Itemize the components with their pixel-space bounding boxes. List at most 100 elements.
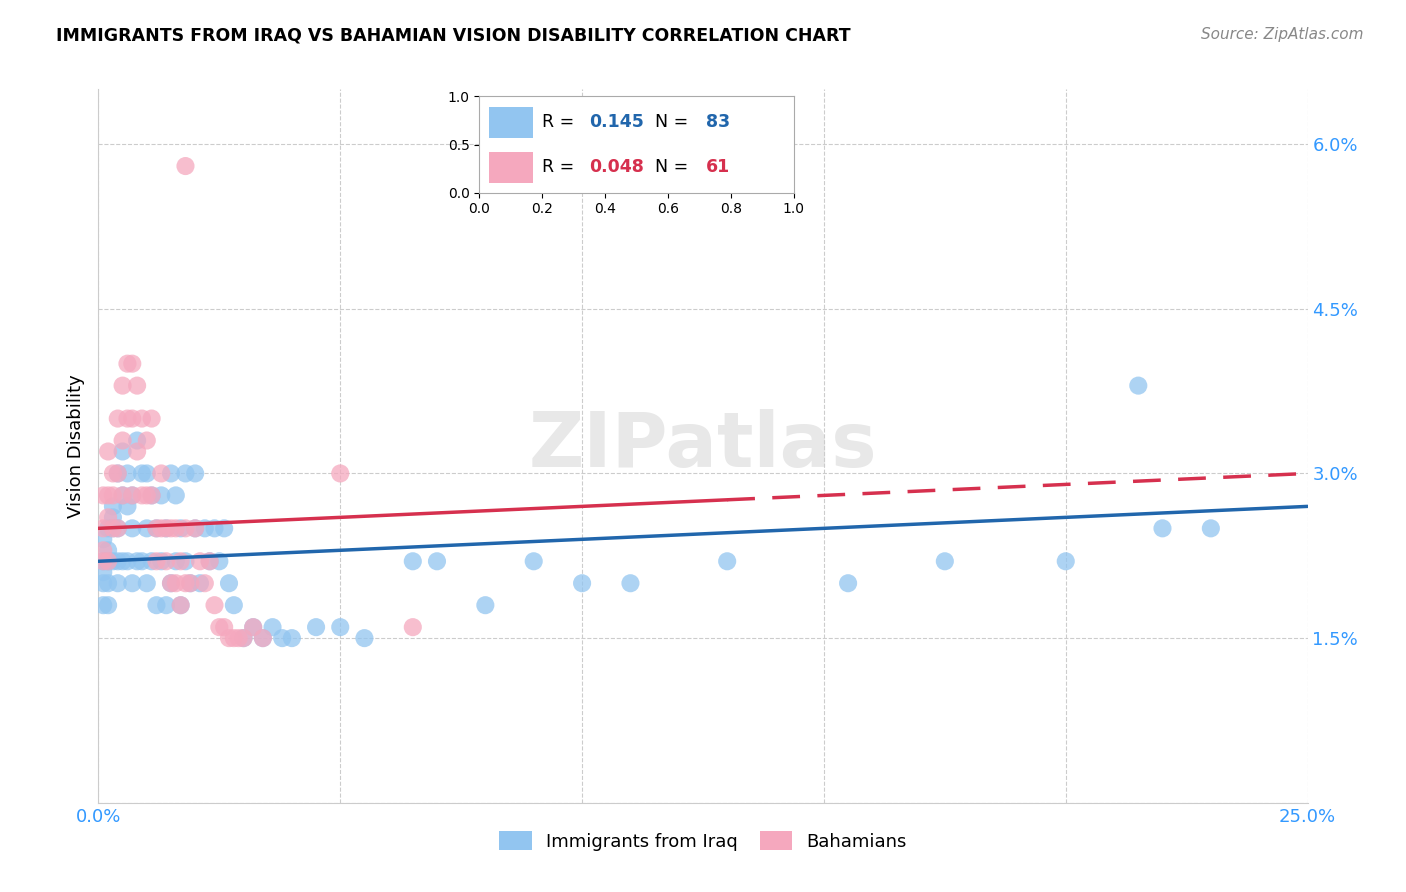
- Point: [218, 631, 240, 645]
- Point: [131, 554, 153, 568]
- Point: [160, 467, 183, 481]
- Legend: Immigrants from Iraq, Bahamians: Immigrants from Iraq, Bahamians: [492, 824, 914, 858]
- Point: [571, 576, 593, 591]
- Point: [101, 554, 124, 568]
- Point: [141, 488, 163, 502]
- Point: [198, 554, 221, 568]
- Point: [155, 521, 177, 535]
- Point: [97, 554, 120, 568]
- Point: [262, 620, 284, 634]
- Point: [121, 488, 143, 502]
- Point: [97, 543, 120, 558]
- Point: [169, 521, 191, 535]
- Point: [135, 467, 157, 481]
- Point: [174, 521, 197, 535]
- Point: [107, 467, 129, 481]
- Point: [141, 554, 163, 568]
- Point: [127, 378, 149, 392]
- Point: [934, 554, 956, 568]
- Point: [141, 488, 163, 502]
- Point: [145, 521, 167, 535]
- Point: [107, 521, 129, 535]
- Point: [222, 631, 245, 645]
- Point: [107, 576, 129, 591]
- Point: [329, 467, 352, 481]
- Point: [165, 554, 187, 568]
- Point: [188, 554, 211, 568]
- Text: IMMIGRANTS FROM IRAQ VS BAHAMIAN VISION DISABILITY CORRELATION CHART: IMMIGRANTS FROM IRAQ VS BAHAMIAN VISION …: [56, 27, 851, 45]
- Point: [160, 576, 183, 591]
- Point: [179, 576, 201, 591]
- Point: [101, 521, 124, 535]
- Point: [523, 554, 546, 568]
- Point: [232, 631, 254, 645]
- Point: [131, 488, 153, 502]
- Point: [131, 467, 153, 481]
- Point: [107, 554, 129, 568]
- Point: [101, 488, 124, 502]
- Text: Source: ZipAtlas.com: Source: ZipAtlas.com: [1201, 27, 1364, 42]
- Point: [117, 467, 139, 481]
- Point: [188, 576, 211, 591]
- Point: [222, 598, 245, 612]
- Point: [179, 576, 201, 591]
- Point: [145, 598, 167, 612]
- Point: [117, 554, 139, 568]
- Point: [131, 411, 153, 425]
- Point: [91, 576, 114, 591]
- Point: [111, 488, 134, 502]
- Point: [121, 521, 143, 535]
- Point: [204, 598, 226, 612]
- Point: [252, 631, 274, 645]
- Point: [426, 554, 449, 568]
- Point: [135, 521, 157, 535]
- Point: [155, 521, 177, 535]
- Point: [208, 620, 231, 634]
- Point: [169, 598, 191, 612]
- Point: [1199, 521, 1222, 535]
- Point: [1128, 378, 1150, 392]
- Point: [111, 488, 134, 502]
- Point: [127, 434, 149, 448]
- Point: [97, 576, 120, 591]
- Point: [121, 576, 143, 591]
- Point: [204, 521, 226, 535]
- Point: [169, 598, 191, 612]
- Point: [97, 510, 120, 524]
- Point: [91, 554, 114, 568]
- Point: [111, 434, 134, 448]
- Point: [212, 620, 235, 634]
- Point: [474, 598, 496, 612]
- Point: [121, 411, 143, 425]
- Point: [121, 488, 143, 502]
- Point: [107, 411, 129, 425]
- Point: [135, 434, 157, 448]
- Point: [160, 576, 183, 591]
- Point: [174, 159, 197, 173]
- Point: [91, 598, 114, 612]
- Point: [97, 444, 120, 458]
- Point: [111, 378, 134, 392]
- Point: [281, 631, 304, 645]
- Point: [101, 510, 124, 524]
- Text: ZIPatlas: ZIPatlas: [529, 409, 877, 483]
- Point: [117, 411, 139, 425]
- Point: [135, 488, 157, 502]
- Point: [184, 467, 207, 481]
- Point: [208, 554, 231, 568]
- Point: [121, 357, 143, 371]
- Point: [117, 357, 139, 371]
- Point: [111, 554, 134, 568]
- Y-axis label: Vision Disability: Vision Disability: [66, 374, 84, 518]
- Point: [212, 521, 235, 535]
- Point: [232, 631, 254, 645]
- Point: [242, 620, 264, 634]
- Point: [91, 566, 114, 580]
- Point: [1054, 554, 1077, 568]
- Point: [198, 554, 221, 568]
- Point: [184, 521, 207, 535]
- Point: [150, 554, 173, 568]
- Point: [101, 500, 124, 514]
- Point: [91, 554, 114, 568]
- Point: [165, 488, 187, 502]
